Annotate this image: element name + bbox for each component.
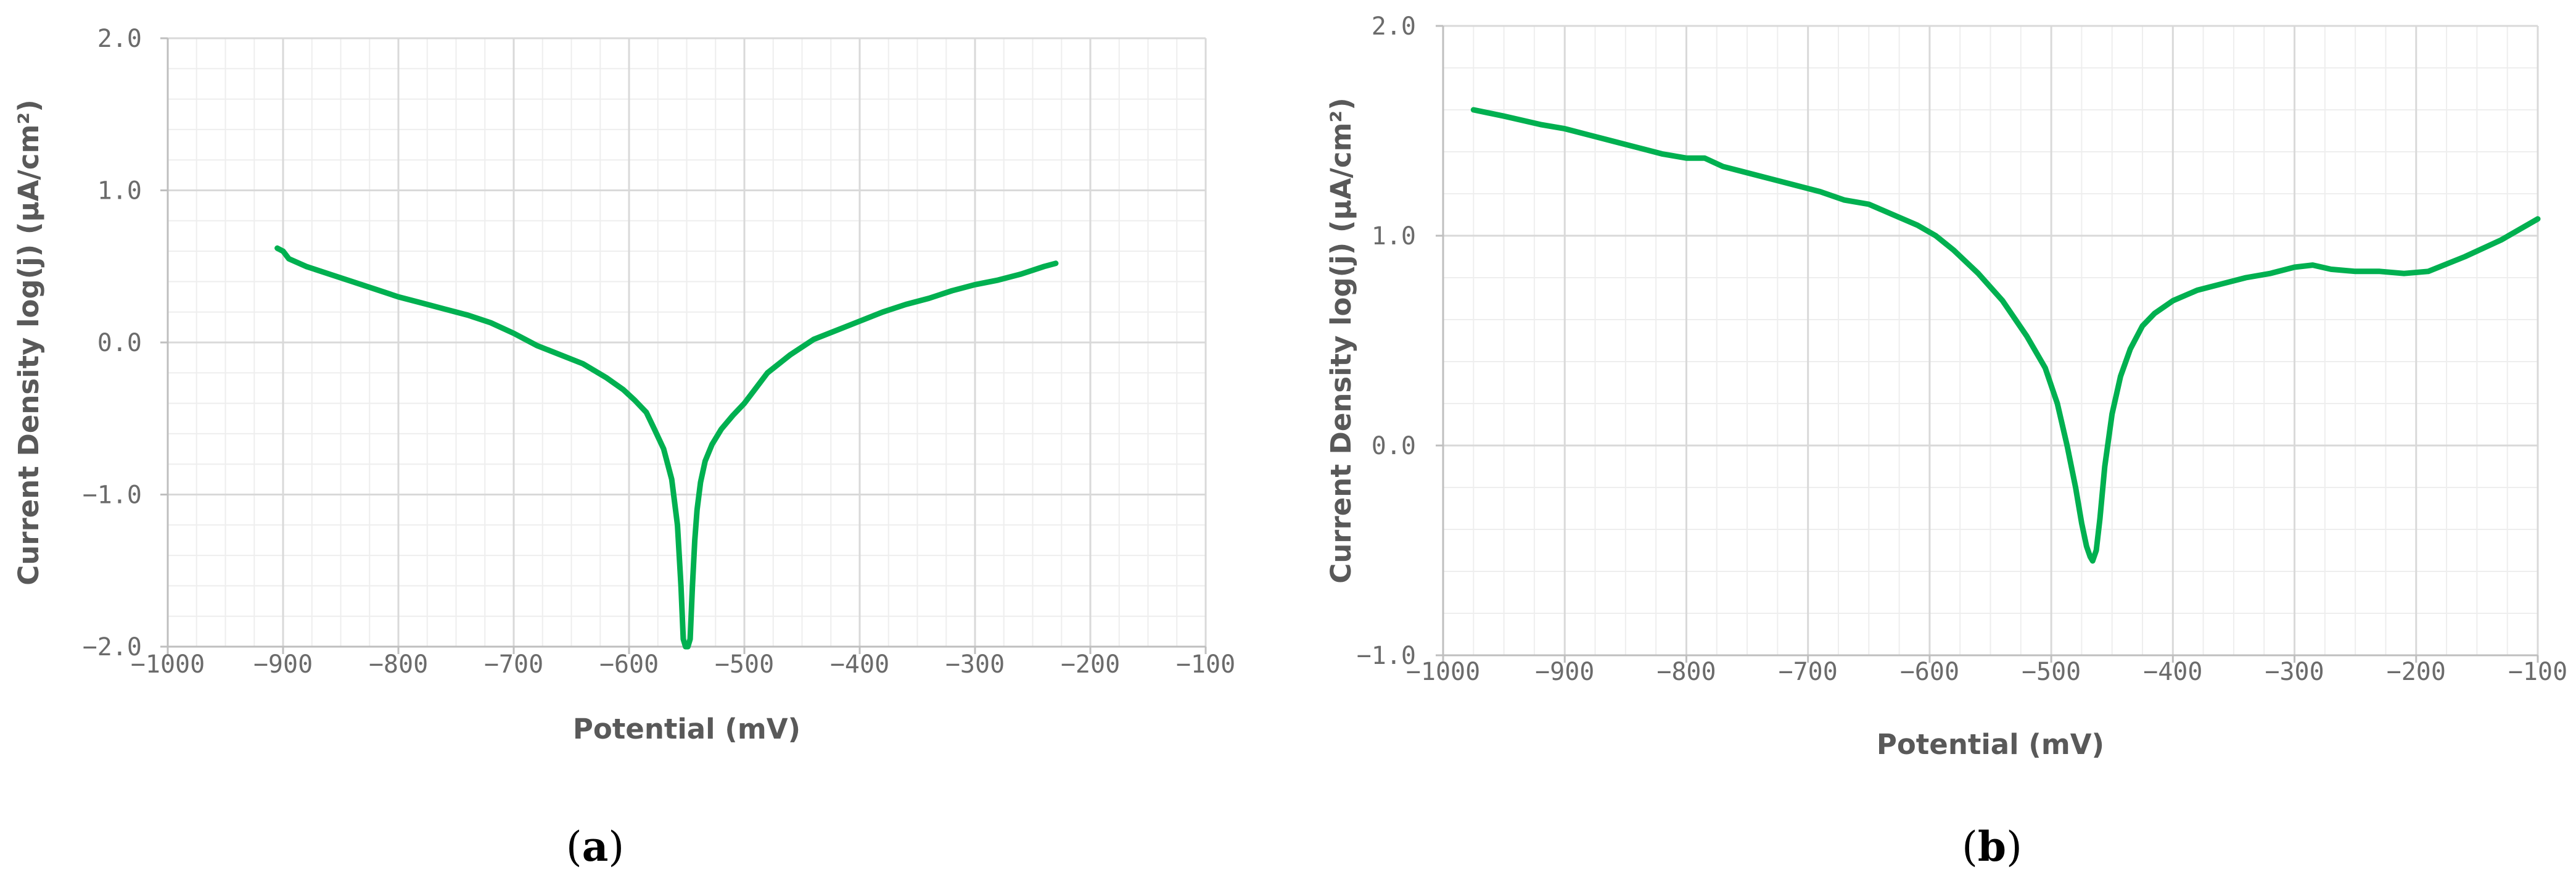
y-tick-label: 0.0 [1372, 432, 1416, 460]
x-axis-title: Potential (mV) [1877, 728, 2104, 761]
y-tick-label: 2.0 [97, 25, 142, 53]
x-tick-label: −100 [1176, 650, 1235, 679]
x-tick-label: −1000 [131, 650, 205, 679]
y-tick-label: 1.0 [97, 177, 142, 205]
x-tick-label: −200 [1061, 650, 1120, 679]
x-tick-label: −400 [2143, 658, 2202, 686]
x-tick-label: −900 [253, 650, 313, 679]
chart-panel-a: −1000 −900 −800 −700 −600 −500 −400 −300 −200 −10… [12, 25, 1235, 871]
x-axis-title: Potential (mV) [573, 713, 800, 745]
series-line-1 [274, 245, 1059, 650]
y-tick-label: −1.0 [1357, 642, 1416, 670]
x-tick-label: −800 [369, 650, 428, 679]
x-tick-label: −300 [2265, 658, 2324, 686]
y-tick-label: 2.0 [1372, 12, 1416, 41]
panel-label: (b) [1962, 823, 2022, 871]
x-tick-label: −400 [830, 650, 889, 679]
chart-panel-b: −1000 −900 −800 −700 −600 −500 −400 −300 −200 −10… [1325, 12, 2567, 871]
y-tick-label: 1.0 [1372, 222, 1416, 251]
x-tick-label: −300 [945, 650, 1005, 679]
x-tick-label: −600 [1900, 658, 1959, 686]
y-axis-title: Current Density log(j) (μA/cm²) [1325, 97, 1357, 583]
x-tick-label: −500 [2022, 658, 2081, 686]
x-tick-label: −100 [2508, 658, 2567, 686]
panel-label: (a) [566, 823, 624, 871]
series-line-1 [1470, 107, 2541, 564]
x-tick-label: −700 [484, 650, 543, 679]
x-tick-label: −1000 [1406, 658, 1480, 686]
y-tick-label: −1.0 [83, 481, 142, 510]
x-tick-label: −800 [1656, 658, 1716, 686]
y-tick-label: 0.0 [97, 329, 142, 357]
x-tick-label: −500 [715, 650, 774, 679]
x-tick-label: −600 [599, 650, 659, 679]
x-tick-label: −900 [1535, 658, 1594, 686]
x-tick-label: −700 [1779, 658, 1838, 686]
y-axis-title: Current Density log(j) (μA/cm²) [12, 99, 45, 585]
x-tick-label: −200 [2387, 658, 2446, 686]
y-tick-label: −2.0 [83, 633, 142, 661]
